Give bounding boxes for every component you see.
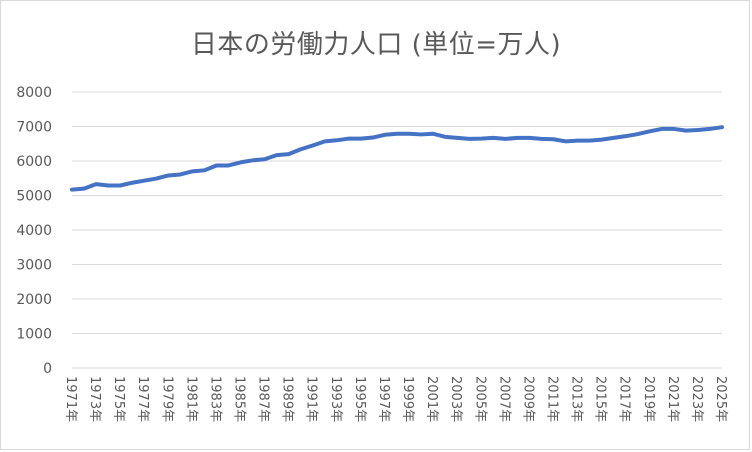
x-tick-label: 2011年 (544, 376, 559, 422)
x-tick-label: 2023年 (689, 376, 704, 422)
x-tick-label: 1997年 (376, 376, 391, 422)
x-tick-label: 1971年 (63, 376, 78, 422)
x-tick-label: 1981年 (183, 376, 198, 422)
x-tick-label: 2017年 (617, 376, 632, 422)
x-tick-label: 1995年 (352, 376, 367, 422)
y-tick-label: 2000 (16, 292, 52, 308)
series-line-0 (70, 125, 724, 192)
x-tick-label: 2025年 (713, 376, 728, 422)
y-axis-ticks: 0 1000 2000 3000 4000 5000 6000 7000 8000 (16, 85, 52, 377)
y-tick-label: 8000 (16, 85, 52, 101)
x-tick-label: 1987年 (256, 376, 271, 422)
x-tick-label: 2015年 (593, 376, 608, 422)
x-tick-label: 1999年 (400, 376, 415, 422)
y-tick-label: 7000 (16, 120, 52, 136)
x-tick-label: 1993年 (328, 376, 343, 422)
x-tick-label: 1975年 (111, 376, 126, 422)
series-layer (70, 125, 724, 192)
x-tick-label: 2013年 (569, 376, 584, 422)
x-tick-label: 2003年 (448, 376, 463, 422)
x-tick-label: 1991年 (304, 376, 319, 422)
x-tick-label: 2009年 (520, 376, 535, 422)
y-tick-label: 5000 (16, 189, 52, 205)
x-axis-ticks: 1971年 1973年 1975年 1977年 1979年 1981年 1983年 1985年… (63, 376, 728, 422)
y-tick-label: 0 (43, 361, 52, 377)
y-tick-label: 4000 (16, 223, 52, 239)
x-tick-label: 1989年 (280, 376, 295, 422)
gridlines (72, 91, 722, 369)
x-tick-label: 1979年 (159, 376, 174, 422)
y-tick-label: 1000 (16, 327, 52, 343)
y-tick-label: 6000 (16, 154, 52, 170)
x-tick-label: 1985年 (232, 376, 247, 422)
y-tick-label: 3000 (16, 258, 52, 274)
x-tick-label: 1973年 (87, 376, 102, 422)
x-tick-label: 2007年 (496, 376, 511, 422)
x-tick-label: 2019年 (641, 376, 656, 422)
x-tick-label: 2005年 (472, 376, 487, 422)
x-tick-label: 1977年 (135, 376, 150, 422)
x-tick-label: 2021年 (665, 376, 680, 422)
x-tick-label: 1983年 (207, 376, 222, 422)
x-tick-label: 2001年 (424, 376, 439, 422)
chart-title: 日本の労働力人口 (単位=万人) (190, 30, 562, 60)
